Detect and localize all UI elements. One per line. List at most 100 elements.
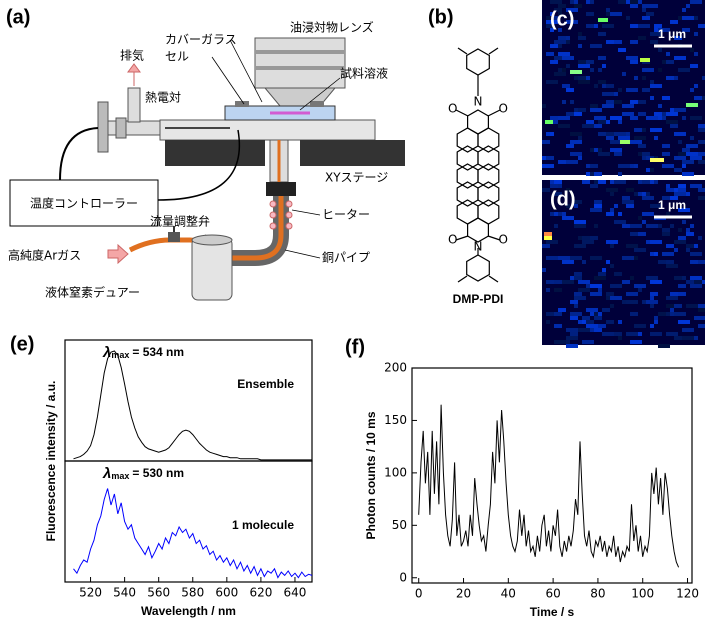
pixel (598, 132, 606, 136)
pixel (690, 0, 702, 4)
bond (487, 235, 501, 241)
pixel (626, 88, 638, 92)
bond (487, 109, 501, 117)
bond (457, 275, 468, 283)
pixel (630, 224, 642, 228)
label: セル (165, 50, 189, 64)
pixel (546, 288, 550, 292)
pixel (662, 260, 674, 264)
pixel (670, 112, 678, 116)
pixel (546, 24, 554, 28)
pixel (682, 8, 686, 12)
pixel (634, 128, 646, 132)
pixel (614, 332, 622, 336)
pixel (554, 56, 566, 60)
pixel (654, 28, 658, 32)
annotation-part: λ (102, 344, 111, 361)
pixel (554, 40, 566, 44)
pixel (658, 224, 662, 228)
pixel (698, 24, 705, 28)
pixel (586, 12, 594, 16)
pixel (590, 164, 598, 168)
x-tick-label: 80 (590, 587, 605, 601)
pixel (658, 68, 662, 72)
pixel (590, 108, 602, 112)
pixel (686, 248, 690, 252)
pixel (578, 32, 582, 36)
pixel (638, 216, 642, 220)
pixel (630, 100, 642, 104)
pixel (546, 320, 550, 324)
pixel (602, 104, 614, 108)
pixel (558, 256, 570, 260)
label: カバーガラス (165, 33, 237, 47)
pixel (574, 272, 582, 276)
pixel (550, 116, 558, 120)
pixel (558, 12, 562, 16)
pixel (638, 0, 642, 4)
y-tick-label: 0 (399, 570, 407, 584)
pixel (602, 268, 606, 272)
pixel (674, 36, 682, 40)
pixel (626, 300, 638, 304)
pixel (634, 324, 646, 328)
x-tick-label: 120 (676, 587, 699, 601)
pixel (630, 116, 638, 120)
pixel (638, 144, 646, 148)
pixel (546, 20, 558, 24)
pixel (650, 240, 662, 244)
pixel (582, 240, 594, 244)
pixel (694, 32, 698, 36)
pixel (630, 140, 642, 144)
pixel (654, 320, 658, 324)
pixel (546, 256, 554, 260)
pixel (570, 140, 582, 144)
pixel (578, 320, 582, 324)
pixel (646, 4, 658, 8)
x-tick-label: 0 (415, 587, 423, 601)
pixel (638, 112, 646, 116)
pixel (698, 124, 705, 128)
ring (456, 145, 479, 171)
pixel (682, 328, 694, 332)
spot (544, 232, 552, 236)
pixel (686, 280, 698, 284)
pixel (574, 276, 582, 280)
pixel (674, 132, 686, 136)
spot (544, 236, 552, 240)
pixel (594, 324, 606, 328)
label: 排気 (120, 48, 144, 63)
pixel (674, 304, 682, 308)
annotation-part: λ (102, 465, 111, 482)
pixel (598, 80, 606, 84)
pixel (566, 204, 570, 208)
pixel (666, 304, 674, 308)
pixel (598, 180, 606, 184)
scale-bar-label: 1 μm (658, 27, 686, 41)
pixel (586, 24, 594, 28)
pixel (650, 80, 654, 84)
pixel (690, 224, 694, 228)
x-tick-label: 60 (545, 587, 560, 601)
pixel (578, 288, 590, 292)
pixel (694, 96, 702, 100)
pixel (562, 84, 570, 88)
pixel (686, 28, 690, 32)
atom: O (448, 233, 457, 247)
pixel (618, 136, 630, 140)
pixel (582, 180, 590, 184)
y-tick-label: 50 (392, 518, 407, 532)
x-tick-label: 560 (147, 586, 170, 600)
pixel (554, 312, 562, 316)
pixel (674, 312, 686, 316)
pixel (686, 304, 698, 308)
pixel (702, 76, 705, 80)
pixel (682, 116, 686, 120)
pixel (670, 124, 678, 128)
pixel (682, 220, 686, 224)
pixel (694, 316, 705, 320)
pixel (586, 0, 590, 4)
pixel (662, 228, 670, 232)
pixel (606, 40, 614, 44)
pixel (590, 284, 602, 288)
